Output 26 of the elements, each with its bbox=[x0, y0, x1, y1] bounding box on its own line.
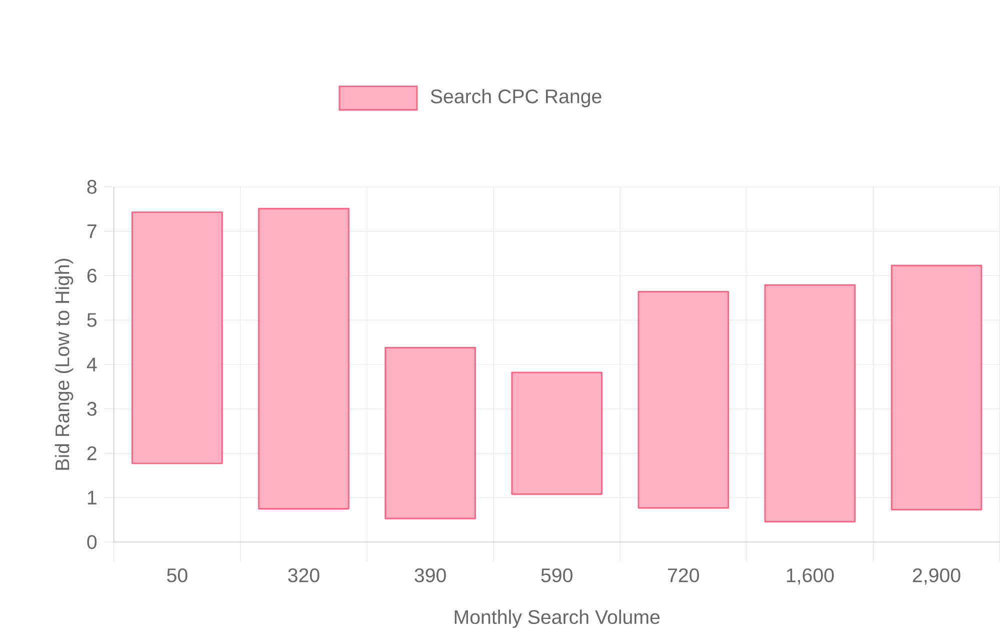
bar bbox=[258, 208, 350, 510]
x-tick-label: 720 bbox=[668, 568, 700, 582]
y-axis-title: Bid Range (Low to High) bbox=[54, 258, 74, 470]
bar bbox=[890, 264, 982, 510]
y-tick-label: 6 bbox=[87, 268, 96, 282]
y-tick-label: 8 bbox=[87, 180, 97, 194]
x-tick-label: 590 bbox=[541, 568, 572, 582]
x-tick-label: 50 bbox=[167, 568, 188, 582]
bar bbox=[511, 371, 603, 495]
x-tick-label: 320 bbox=[288, 568, 320, 582]
y-tick-label: 5 bbox=[87, 312, 97, 327]
bar bbox=[764, 284, 856, 522]
x-axis-title: Monthly Search Volume bbox=[454, 609, 660, 628]
legend-label: Search CPC Range bbox=[430, 88, 602, 108]
y-tick-label: 7 bbox=[87, 224, 96, 238]
bar bbox=[132, 211, 223, 464]
x-tick-label: 390 bbox=[414, 568, 446, 582]
bar bbox=[384, 346, 476, 519]
x-tick-label: 1,600 bbox=[786, 568, 834, 584]
y-tick-label: 4 bbox=[86, 357, 97, 371]
x-tick-label: 2,900 bbox=[912, 568, 960, 584]
y-tick-label: 3 bbox=[87, 402, 96, 416]
y-tick-label: 2 bbox=[87, 446, 96, 460]
y-tick-label: 1 bbox=[88, 490, 96, 504]
bar bbox=[638, 290, 730, 508]
y-tick-label: 0 bbox=[87, 534, 97, 549]
